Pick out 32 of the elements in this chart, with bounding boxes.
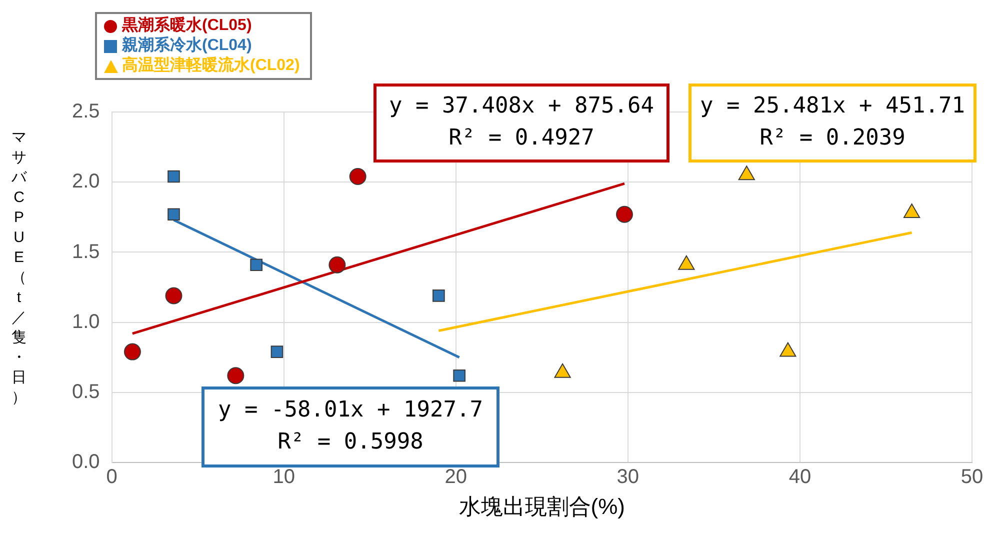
y-tick-label: 2.5	[72, 100, 100, 123]
point	[453, 369, 466, 382]
y-tick-label: 2.0	[72, 170, 100, 193]
point	[616, 206, 633, 223]
point	[165, 287, 182, 304]
point	[328, 256, 346, 274]
point	[124, 343, 141, 360]
x-tick-label: 0	[106, 466, 118, 488]
legend-label: 親潮系冷水(CL04)	[122, 36, 252, 56]
annotation: y = -58.01x + 1927.7 R² = 0.5998	[218, 398, 483, 455]
x-tick-label: 40	[788, 466, 812, 488]
text: マサバCPUE（t／隻・日）	[12, 129, 26, 406]
x-axis-title: 水塊出現割合(%)	[458, 494, 626, 519]
annotation: y = 25.481x + 451.71 R² = 0.2039	[700, 94, 965, 151]
legend-label: 黒潮系暖水(CL05)	[122, 16, 252, 36]
annotation: y = 37.408x + 875.64 R² = 0.4927	[389, 94, 654, 151]
x-tick-label: 30	[616, 466, 640, 488]
point	[250, 258, 262, 272]
x-tick-label: 10	[272, 466, 295, 488]
point	[168, 208, 180, 221]
y-tick-label: 0.5	[72, 380, 100, 403]
point	[227, 367, 244, 384]
x-tick-label: 50	[960, 466, 984, 488]
point	[270, 346, 284, 358]
y-tick-label: 1.5	[72, 240, 100, 263]
point	[432, 290, 445, 302]
point	[349, 168, 366, 186]
y-tick-label: 0.0	[72, 451, 100, 474]
legend-label: 高温型津軽暖流水(CL02)	[122, 56, 300, 76]
point	[168, 170, 180, 183]
y-tick-label: 1.0	[72, 310, 100, 333]
x-tick-label: 20	[444, 466, 468, 488]
